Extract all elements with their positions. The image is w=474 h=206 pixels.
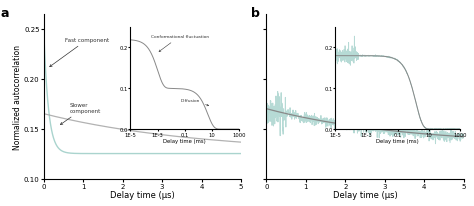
Text: a: a: [0, 7, 9, 20]
Text: Fast component: Fast component: [50, 38, 109, 67]
Text: b: b: [251, 7, 259, 20]
X-axis label: Delay time (μs): Delay time (μs): [333, 190, 397, 199]
X-axis label: Delay time (μs): Delay time (μs): [110, 190, 175, 199]
Y-axis label: Normalized autocorrelation: Normalized autocorrelation: [13, 44, 22, 149]
Text: Slower
component: Slower component: [60, 102, 100, 125]
